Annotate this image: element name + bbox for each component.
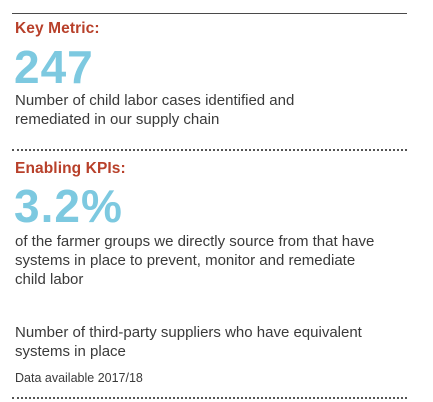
top-divider	[12, 13, 407, 14]
enabling-kpi-description-line: child labor	[15, 271, 84, 288]
enabling-kpi-description: of the farmer groups we directly source …	[15, 232, 410, 289]
key-metric-value: 247	[14, 41, 94, 93]
key-metric-description: Number of child labor cases identified a…	[15, 91, 410, 129]
middle-divider	[12, 149, 407, 151]
enabling-kpi-description-line: systems in place to prevent, monitor and…	[15, 252, 356, 269]
key-metric-description-line: remediated in our supply chain	[15, 111, 220, 128]
key-metric-heading: Key Metric:	[15, 20, 100, 37]
data-availability-note: Data available 2017/18	[15, 371, 143, 385]
key-metric-description-line: Number of child labor cases identified a…	[15, 92, 295, 109]
enabling-kpi-description-line: of the farmer groups we directly source …	[15, 233, 375, 250]
enabling-kpi-value: 3.2%	[14, 180, 123, 232]
second-kpi-description-line: Number of third-party suppliers who have…	[15, 324, 362, 341]
bottom-divider	[12, 397, 407, 399]
second-kpi-description: Number of third-party suppliers who have…	[15, 323, 410, 361]
enabling-kpis-heading: Enabling KPIs:	[15, 160, 126, 177]
second-kpi-description-line: systems in place	[15, 343, 126, 360]
